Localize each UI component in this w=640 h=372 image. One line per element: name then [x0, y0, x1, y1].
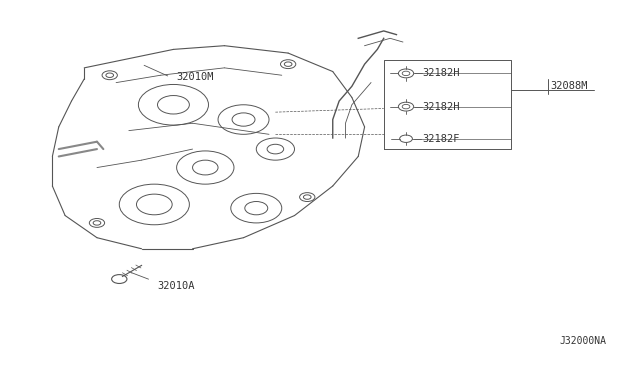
Text: 32088M: 32088M — [550, 81, 588, 91]
Text: 32182H: 32182H — [422, 68, 460, 78]
Text: J32000NA: J32000NA — [560, 336, 607, 346]
Text: 32182H: 32182H — [422, 102, 460, 112]
Text: 32010M: 32010M — [177, 72, 214, 82]
Text: 32010A: 32010A — [157, 281, 195, 291]
Text: 32182F: 32182F — [422, 134, 460, 144]
